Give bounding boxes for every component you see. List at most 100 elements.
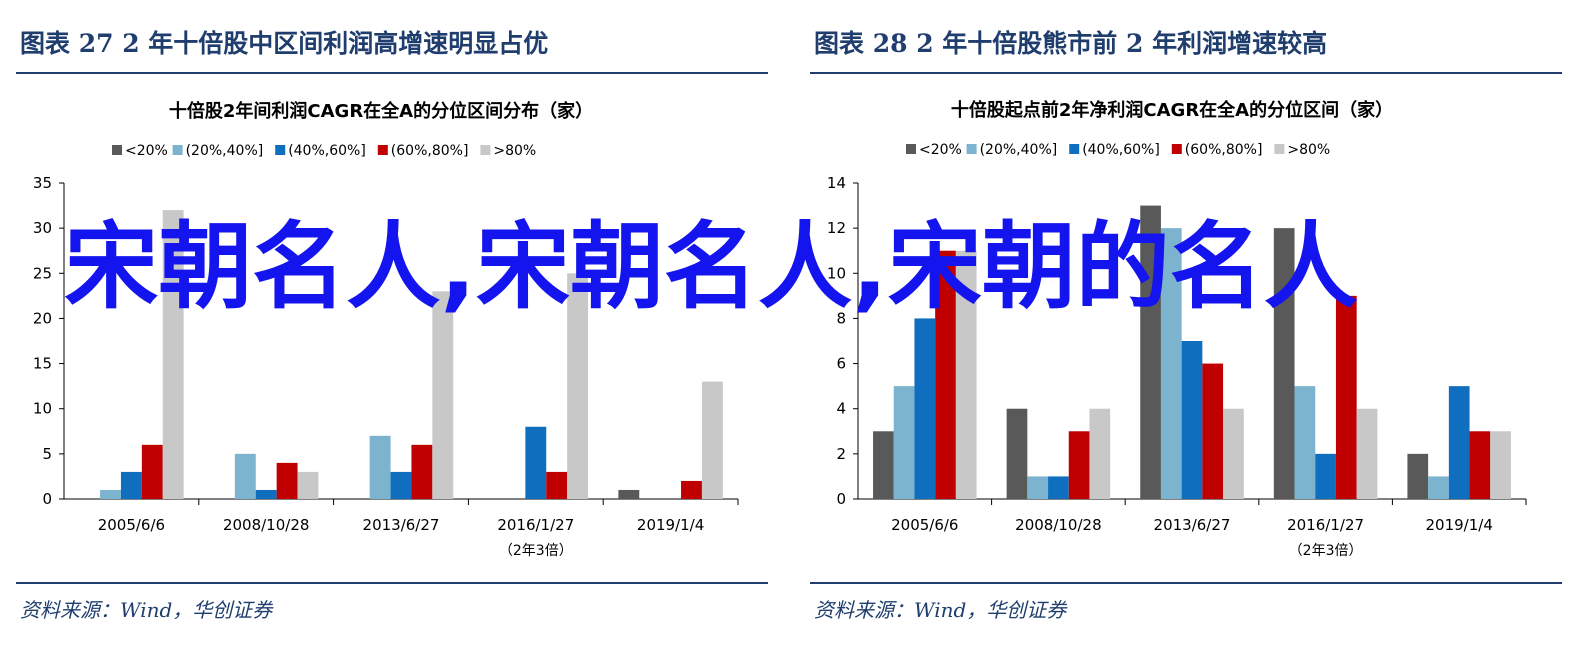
bar <box>1469 431 1491 499</box>
y-tick-label: 35 <box>33 174 52 192</box>
bar <box>120 471 142 499</box>
bar <box>681 480 702 499</box>
x-tick-label: 2005/6/6 <box>891 516 958 534</box>
legend-entry: (60%,80%] <box>377 143 469 159</box>
bar <box>1490 431 1511 499</box>
legend-entry: (20%,40%] <box>966 142 1058 158</box>
bar <box>1089 408 1111 499</box>
y-tick-label: 12 <box>827 219 846 237</box>
x-tick-label: 2013/6/27 <box>1154 516 1231 534</box>
y-tick-label: 0 <box>42 490 52 508</box>
bar <box>162 210 184 500</box>
bar <box>411 444 433 499</box>
bar <box>1027 476 1049 499</box>
legend-entry: >80% <box>480 143 536 159</box>
legend-label: (60%,80%] <box>391 143 469 159</box>
bar <box>276 462 298 499</box>
bar <box>1181 341 1203 499</box>
bar <box>234 453 256 499</box>
figure-title: 图表 27 2 年十倍股中区间利润高增速明显占优 <box>20 29 549 58</box>
legend-entry: <20% <box>112 143 168 159</box>
x-tick-label: 2008/10/28 <box>1015 516 1101 534</box>
right-figure-panel: 图表 28 2 年十倍股熊市前 2 年利润增速较高 十倍股起点前2年净利润CAG… <box>810 0 1570 647</box>
bar <box>1315 453 1336 499</box>
bar <box>893 386 915 499</box>
bar <box>1294 386 1316 499</box>
y-tick-label: 14 <box>827 174 846 192</box>
y-tick-label: 10 <box>33 400 52 418</box>
x-tick-label: 2019/1/4 <box>1426 516 1493 534</box>
bar <box>873 431 894 499</box>
source-note: 资料来源：Wind，华创证券 <box>814 598 1067 622</box>
legend-label: <20% <box>919 142 962 158</box>
legend-swatch <box>1274 144 1285 154</box>
figure-title: 图表 28 2 年十倍股熊市前 2 年利润增速较高 <box>814 29 1328 58</box>
bar <box>955 250 977 499</box>
legend-swatch <box>480 145 491 155</box>
bar <box>1407 453 1429 499</box>
y-tick-label: 20 <box>33 309 52 327</box>
title-rule <box>16 72 768 74</box>
bar <box>1273 228 1295 499</box>
bar <box>914 318 936 499</box>
bar <box>525 426 547 499</box>
legend-entry: >80% <box>1274 142 1330 158</box>
legend-swatch <box>275 145 286 155</box>
legend-swatch <box>906 144 916 154</box>
legend-label: (20%,40%] <box>186 143 264 159</box>
bar <box>935 250 956 499</box>
legend-swatch <box>1069 144 1080 154</box>
legend-entry: (40%,60%] <box>1069 142 1160 158</box>
legend-label: (40%,60%] <box>288 143 366 159</box>
bar <box>1428 476 1449 499</box>
title-rule <box>810 72 1562 74</box>
x-tick-sublabel: （2年3倍） <box>499 543 573 559</box>
cagr-distribution-chart: 十倍股2年间利润CAGR在全A的分位区间分布（家） <20% (20%,40%] (4… <box>33 100 739 559</box>
pre-start-cagr-chart: 十倍股起点前2年净利润CAGR在全A的分位区间（家） <20% (20%,40%] (… <box>827 99 1527 559</box>
bar <box>255 489 277 499</box>
y-tick-label: 10 <box>827 264 846 282</box>
y-tick-label: 5 <box>42 445 52 463</box>
bar <box>1048 476 1069 499</box>
bar <box>1335 295 1357 499</box>
bar <box>618 489 640 499</box>
bar <box>1160 228 1182 499</box>
bar <box>432 291 454 499</box>
legend-swatch <box>172 145 183 155</box>
bar <box>100 489 121 499</box>
left-figure-panel: 图表 27 2 年十倍股中区间利润高增速明显占优 十倍股2年间利润CAGR在全A… <box>16 0 776 647</box>
bar <box>1202 363 1224 499</box>
legend-label: >80% <box>1287 142 1330 158</box>
bar <box>546 471 568 499</box>
y-tick-label: 30 <box>33 219 52 237</box>
chart-title: 十倍股起点前2年净利润CAGR在全A的分位区间（家） <box>951 99 1393 121</box>
x-tick-label: 2005/6/6 <box>98 516 165 534</box>
legend-entry: (20%,40%] <box>172 143 264 159</box>
x-tick-label: 2016/1/27 <box>497 516 574 534</box>
y-tick-label: 25 <box>33 264 52 282</box>
y-tick-label: 8 <box>836 309 846 327</box>
bar <box>1068 431 1090 499</box>
y-tick-label: 6 <box>836 355 846 373</box>
y-tick-label: 0 <box>836 490 846 508</box>
legend-entry: (40%,60%] <box>275 143 366 159</box>
legend-label: (60%,80%] <box>1185 142 1263 158</box>
legend-swatch <box>377 145 388 155</box>
legend-label: <20% <box>125 143 168 159</box>
bar <box>1140 205 1161 500</box>
bar <box>297 471 319 499</box>
legend-swatch <box>1171 144 1182 154</box>
source-rule <box>16 582 768 584</box>
bar <box>701 381 723 499</box>
x-tick-label: 2013/6/27 <box>363 516 440 534</box>
bar <box>369 435 391 499</box>
bar <box>390 471 412 499</box>
y-tick-label: 15 <box>33 355 52 373</box>
x-tick-label: 2016/1/27 <box>1287 516 1364 534</box>
legend-swatch <box>966 144 977 154</box>
chart-title: 十倍股2年间利润CAGR在全A的分位区间分布（家） <box>169 100 593 122</box>
bar <box>1448 386 1470 499</box>
x-tick-label: 2008/10/28 <box>223 516 309 534</box>
legend-label: (40%,60%] <box>1082 142 1160 158</box>
legend-label: (20%,40%] <box>980 142 1058 158</box>
